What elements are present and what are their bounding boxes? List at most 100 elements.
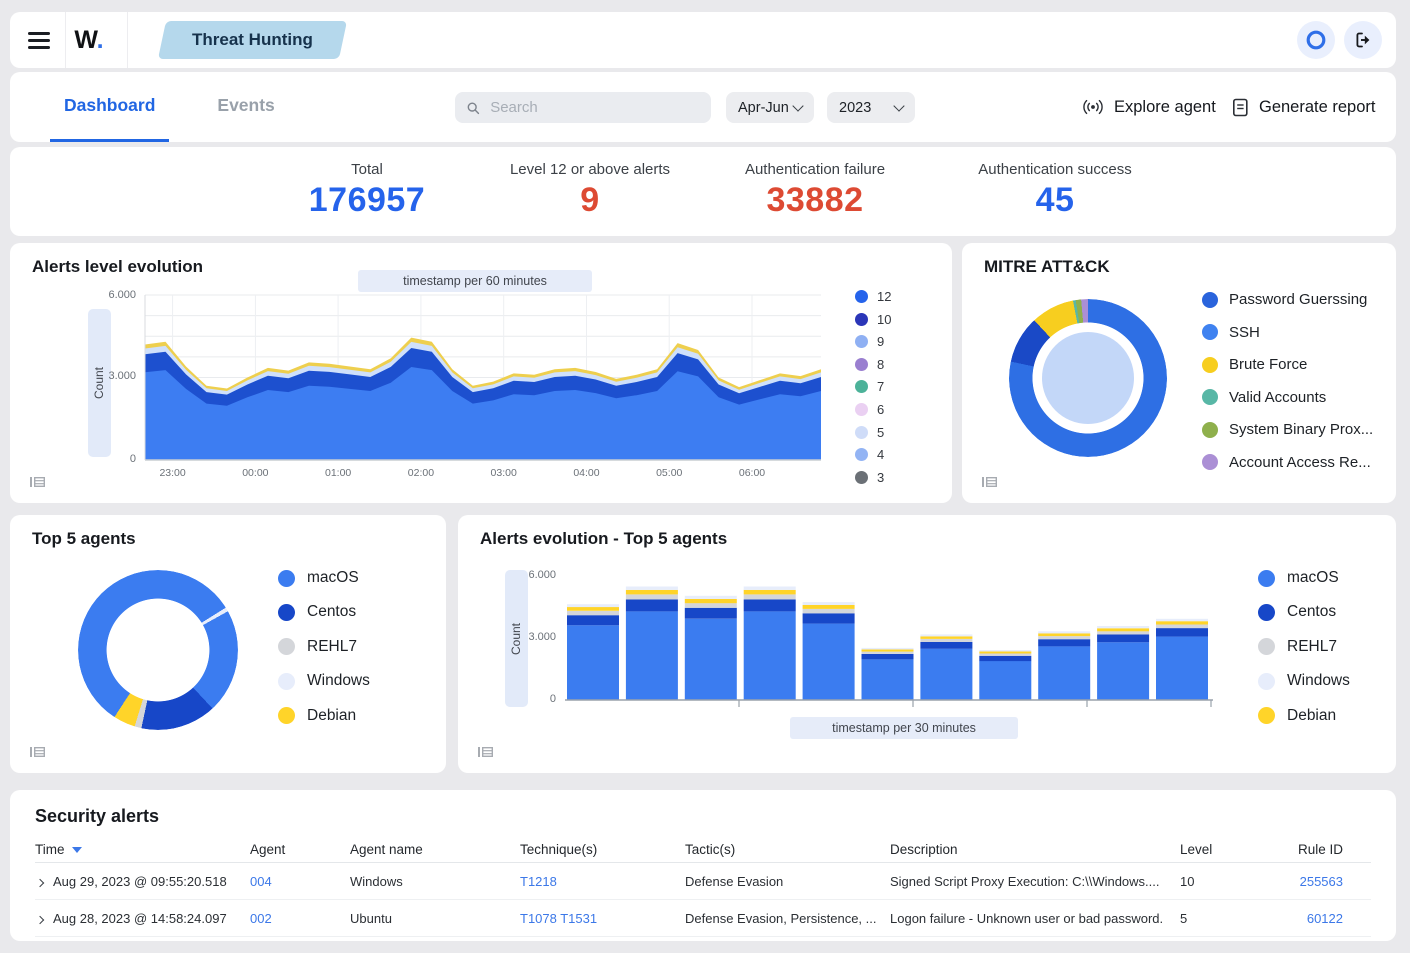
app-logo[interactable]: W. <box>66 26 112 55</box>
legend-item[interactable]: 5 <box>855 425 891 440</box>
chevron-down-icon <box>893 100 904 111</box>
donut-ring <box>78 570 238 730</box>
panel-title: Alerts evolution - Top 5 agents <box>480 529 727 549</box>
workspace-tab[interactable]: Threat Hunting <box>158 21 347 59</box>
x-tick-label: 05:00 <box>647 467 691 479</box>
legend-item[interactable]: REHL7 <box>278 638 370 656</box>
agent-link[interactable]: 002 <box>250 911 350 926</box>
search-input[interactable] <box>488 98 700 117</box>
legend-item[interactable]: REHL7 <box>1258 638 1350 656</box>
generate-report-button[interactable]: Generate report <box>1232 72 1375 142</box>
rule-id-link[interactable]: 60122 <box>1285 911 1371 926</box>
inspect-panel-icon[interactable] <box>30 745 45 763</box>
expand-row-icon[interactable] <box>36 915 44 923</box>
legend-item[interactable]: Valid Accounts <box>1202 389 1373 406</box>
legend-item[interactable]: Centos <box>1258 603 1350 621</box>
column-header-level[interactable]: Level <box>1180 842 1285 857</box>
stats-bar: Total 176957 Level 12 or above alerts 9 … <box>10 147 1396 236</box>
table-body: Aug 29, 2023 @ 09:55:20.518 004 Windows … <box>35 863 1371 937</box>
legend-item[interactable]: 7 <box>855 379 891 394</box>
legend-item[interactable]: System Binary Prox... <box>1202 421 1373 438</box>
inspect-panel-icon[interactable] <box>478 745 493 763</box>
legend-item[interactable]: Password Guerssing <box>1202 291 1373 308</box>
stat-value: 9 <box>455 181 725 220</box>
hamburger-menu-icon[interactable] <box>28 28 50 53</box>
legend-dot <box>855 335 868 348</box>
legend-dot <box>855 471 868 484</box>
legend-dot <box>1202 292 1218 308</box>
expand-row-icon[interactable] <box>36 878 44 886</box>
panel-title: Alerts level evolution <box>32 257 203 277</box>
security-alerts-table: Time Agent Agent name Technique(s) Tacti… <box>35 836 1371 937</box>
legend-dot <box>855 448 868 461</box>
topbar-actions <box>1297 21 1382 59</box>
year-select[interactable]: 2023 <box>827 92 915 123</box>
legend-item[interactable]: Debian <box>1258 707 1350 725</box>
x-tick-label: 02:00 <box>399 467 443 479</box>
period-select[interactable]: Apr-Jun <box>726 92 814 123</box>
column-header-rule-id[interactable]: Rule ID <box>1285 842 1371 857</box>
inspect-panel-icon[interactable] <box>30 475 45 493</box>
agent-name-cell: Windows <box>350 874 520 889</box>
legend-label: 6 <box>877 402 884 417</box>
description-cell: Signed Script Proxy Execution: C:\\Windo… <box>890 874 1180 889</box>
column-header-agent[interactable]: Agent <box>250 842 350 857</box>
mitre-donut-chart <box>1009 299 1167 457</box>
logout-button[interactable] <box>1344 21 1382 59</box>
legend-item[interactable]: SSH <box>1202 324 1373 341</box>
legend-item[interactable]: Account Access Re... <box>1202 454 1373 471</box>
legend-dot <box>855 313 868 326</box>
legend-dot <box>1202 389 1218 405</box>
explore-agent-button[interactable]: Explore agent <box>1082 72 1216 142</box>
legend-dot <box>1258 570 1275 587</box>
tab-dashboard[interactable]: Dashboard <box>50 72 169 142</box>
year-value: 2023 <box>839 100 871 116</box>
agent-link[interactable]: 004 <box>250 874 350 889</box>
tactics-cell: Defense Evasion <box>685 874 890 889</box>
legend-item[interactable]: Centos <box>278 603 370 621</box>
legend-dot <box>1202 324 1218 340</box>
rule-id-link[interactable]: 255563 <box>1285 874 1371 889</box>
tabs: Dashboard Events <box>50 72 289 142</box>
legend-dot <box>1258 638 1275 655</box>
technique-links[interactable]: T1218 <box>520 874 685 889</box>
legend-dot <box>1258 673 1275 690</box>
stat-label: Authentication failure <box>705 161 925 178</box>
legend-label: Centos <box>1287 603 1336 621</box>
search-box[interactable] <box>455 92 711 123</box>
column-header-agent-name[interactable]: Agent name <box>350 842 520 857</box>
y-tick-label: 3.000 <box>516 631 556 643</box>
y-tick-label: 6.000 <box>516 569 556 581</box>
legend-label: 12 <box>877 289 891 304</box>
legend-item[interactable]: Windows <box>278 672 370 690</box>
column-header-description[interactable]: Description <box>890 842 1180 857</box>
legend-dot <box>1258 604 1275 621</box>
legend-dot <box>855 426 868 439</box>
legend-item[interactable]: 12 <box>855 289 891 304</box>
legend-item[interactable]: macOS <box>1258 569 1350 587</box>
column-header-tactics[interactable]: Tactic(s) <box>685 842 890 857</box>
generate-report-label: Generate report <box>1259 98 1375 117</box>
legend-item[interactable]: Debian <box>278 707 370 725</box>
legend-label: Debian <box>307 707 356 725</box>
legend-item[interactable]: 9 <box>855 334 891 349</box>
sort-desc-icon <box>72 847 82 853</box>
stat-label: Level 12 or above alerts <box>455 161 725 178</box>
legend-item[interactable]: macOS <box>278 569 370 587</box>
legend-item[interactable]: 10 <box>855 312 891 327</box>
status-ring-button[interactable] <box>1297 21 1335 59</box>
column-header-time[interactable]: Time <box>35 842 250 857</box>
column-header-techniques[interactable]: Technique(s) <box>520 842 685 857</box>
search-icon <box>466 100 480 116</box>
legend-item[interactable]: 6 <box>855 402 891 417</box>
legend-item[interactable]: 4 <box>855 447 891 462</box>
legend-item[interactable]: 8 <box>855 357 891 372</box>
technique-links[interactable]: T1078 T1531 <box>520 911 685 926</box>
legend-dot <box>855 290 868 303</box>
inspect-panel-icon[interactable] <box>982 475 997 493</box>
legend-item[interactable]: Windows <box>1258 672 1350 690</box>
y-tick-label: 3.000 <box>96 370 136 382</box>
legend-item[interactable]: Brute Force <box>1202 356 1373 373</box>
legend-item[interactable]: 3 <box>855 470 891 485</box>
tab-events[interactable]: Events <box>203 72 288 142</box>
